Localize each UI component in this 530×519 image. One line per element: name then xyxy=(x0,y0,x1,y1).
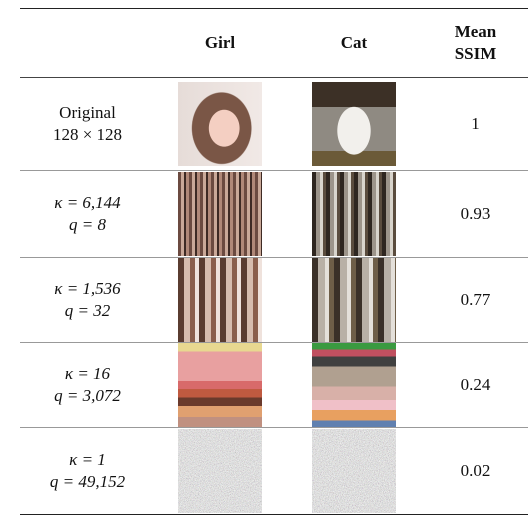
label-line: κ = 1 xyxy=(69,450,106,469)
girl-image xyxy=(178,258,262,342)
row: κ = 6,144 q = 8 0.93 xyxy=(20,171,528,258)
empty-header xyxy=(20,9,155,78)
label-line: q = 49,152 xyxy=(49,472,126,491)
ssim-value: 0.24 xyxy=(460,375,491,394)
girl-image xyxy=(178,343,262,427)
cat-image xyxy=(312,172,396,256)
row: Original 128 × 128 1 xyxy=(20,78,528,171)
row: κ = 1,536 q = 32 0.77 xyxy=(20,258,528,343)
label-line: 128 × 128 xyxy=(52,125,123,144)
label-line: κ = 1,536 xyxy=(54,279,121,298)
label-line: q = 32 xyxy=(64,301,111,320)
label-line: q = 3,072 xyxy=(54,386,121,405)
label-line: Original xyxy=(59,103,116,122)
cat-image xyxy=(312,258,396,342)
girl-image xyxy=(178,429,262,513)
header-line: SSIM xyxy=(454,44,497,63)
label-line: κ = 6,144 xyxy=(54,193,121,212)
label-line: κ = 16 xyxy=(64,364,111,383)
girl-image xyxy=(178,172,262,256)
ssim-value: 1 xyxy=(471,114,480,133)
row-label: Original 128 × 128 xyxy=(20,78,155,171)
cat-image xyxy=(312,82,396,166)
row-label: κ = 16 q = 3,072 xyxy=(20,343,155,428)
header-line: Mean xyxy=(454,22,497,41)
cat-image xyxy=(312,429,396,513)
ssim-value: 0.02 xyxy=(460,461,491,480)
row: κ = 1 q = 49,152 0.02 xyxy=(20,428,528,515)
row-label: κ = 1,536 q = 32 xyxy=(20,258,155,343)
header-row: Girl Cat Mean SSIM xyxy=(20,8,528,78)
ssim-value: 0.93 xyxy=(460,204,491,223)
row-label: κ = 1 q = 49,152 xyxy=(20,428,155,515)
results-table: Girl Cat Mean SSIM Original 128 × 128 1 κ … xyxy=(20,8,528,515)
cat-image xyxy=(312,343,396,427)
row: κ = 16 q = 3,072 0.24 xyxy=(20,343,528,428)
ssim-value: 0.77 xyxy=(460,290,491,309)
girl-image xyxy=(178,82,262,166)
column-header: Cat xyxy=(340,33,368,52)
column-header: Mean SSIM xyxy=(423,9,528,78)
column-header: Girl xyxy=(204,33,236,52)
label-line: q = 8 xyxy=(69,215,106,234)
row-label: κ = 6,144 q = 8 xyxy=(20,171,155,258)
